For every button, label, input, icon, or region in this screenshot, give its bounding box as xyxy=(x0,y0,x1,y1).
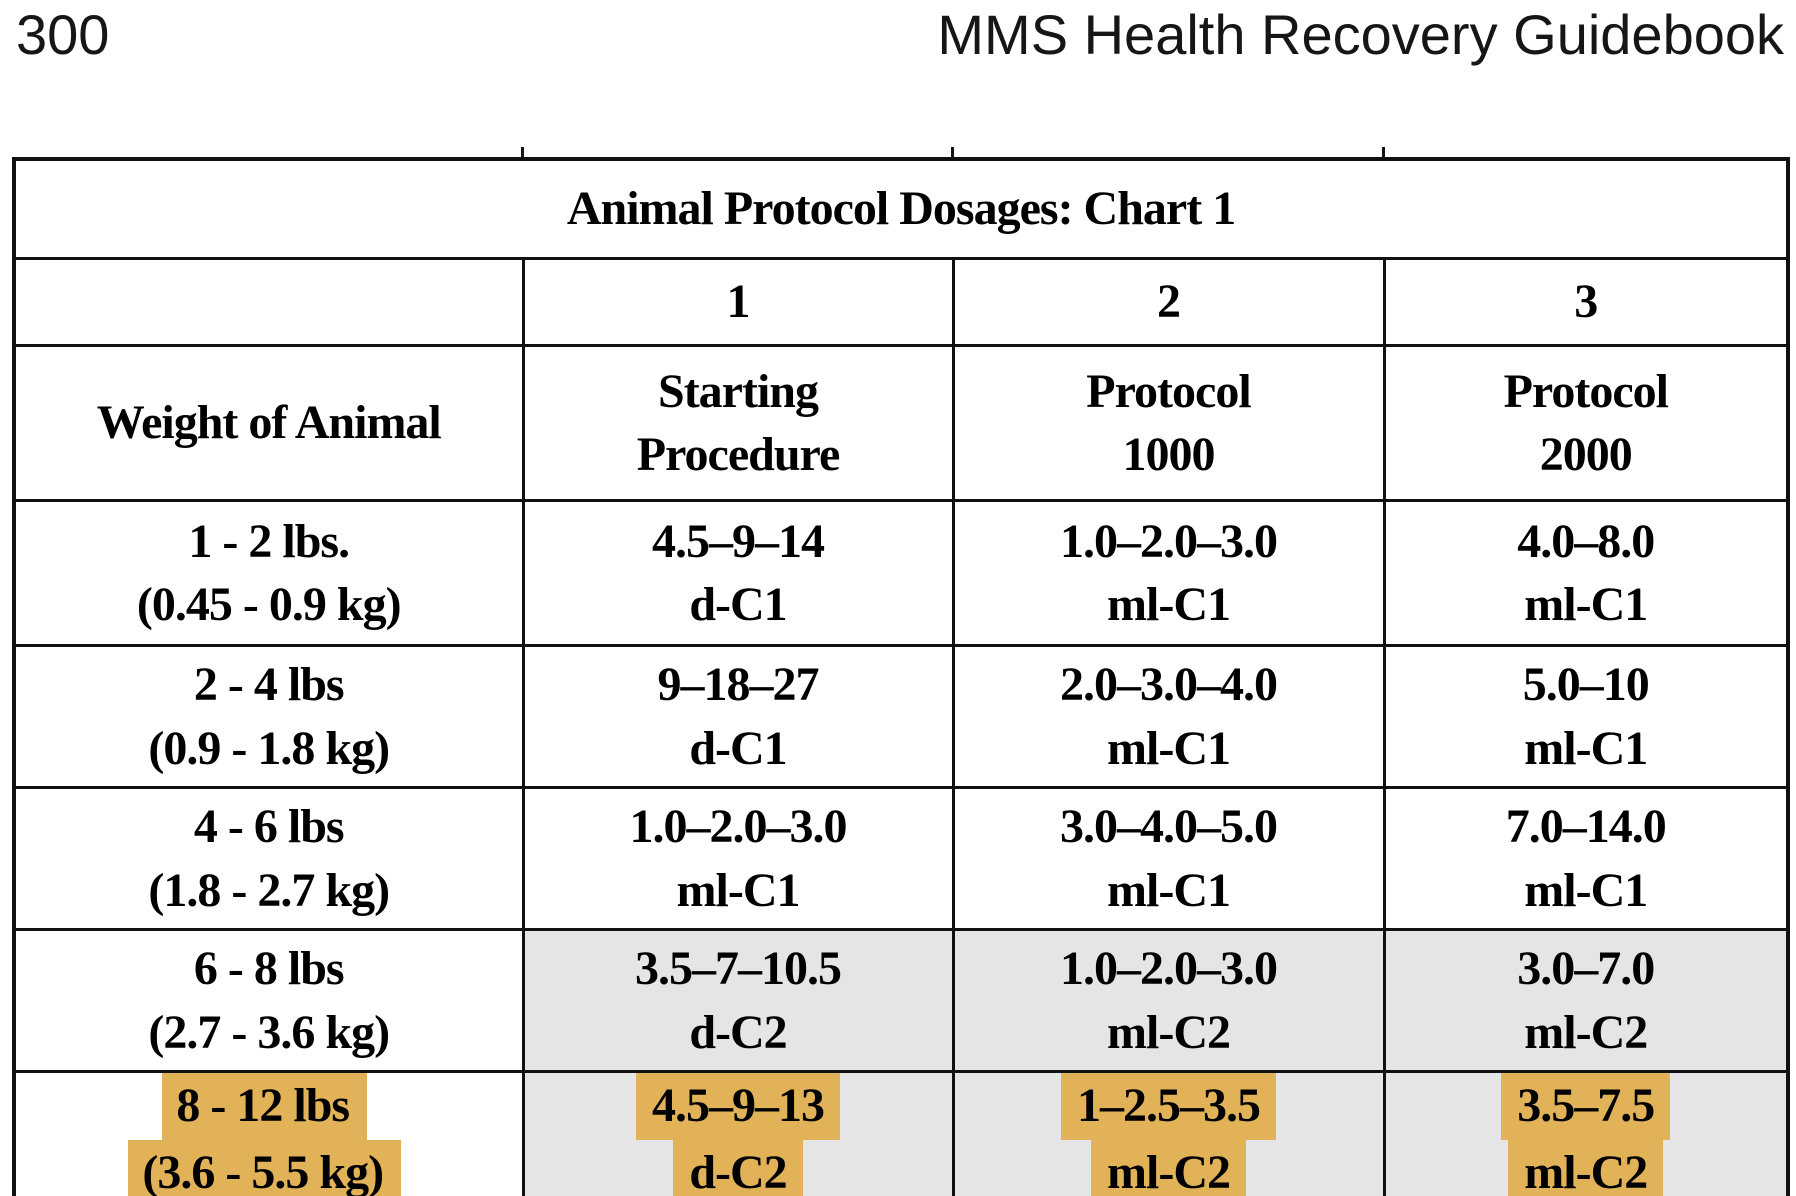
starting-procedure-cell: 4.5–9–14 d-C1 xyxy=(521,499,955,647)
starting-procedure-cell: 9–18–27 d-C1 xyxy=(521,644,955,789)
page-number: 300 xyxy=(16,3,110,66)
highlighted-text: ml-C2 xyxy=(1091,1140,1246,1196)
column-number-row: 1 2 3 xyxy=(12,257,1790,347)
column-number-3: 3 xyxy=(1382,257,1790,347)
weight-cell: 1 - 2 lbs. (0.45 - 0.9 kg) xyxy=(12,499,525,647)
header-protocol-2000: Protocol 2000 xyxy=(1382,344,1790,502)
protocol-1000-cell: 3.0–4.0–5.0 ml-C1 xyxy=(951,786,1386,931)
table-column-border-remnant xyxy=(1382,147,1385,158)
highlighted-text: 1–2.5–3.5 xyxy=(1061,1074,1276,1141)
highlighted-text: (3.6 - 5.5 kg) xyxy=(128,1140,402,1196)
highlighted-text: d-C2 xyxy=(673,1140,803,1196)
highlighted-text: ml-C2 xyxy=(1508,1140,1664,1196)
protocol-2000-cell: 7.0–14.0 ml-C1 xyxy=(1382,786,1790,931)
protocol-2000-cell: 5.0–10 ml-C1 xyxy=(1382,644,1790,789)
table-title-row: Animal Protocol Dosages: Chart 1 xyxy=(12,157,1790,260)
header-weight-of-animal: Weight of Animal xyxy=(12,344,525,502)
highlighted-text: 3.5–7.5 xyxy=(1501,1074,1671,1141)
table-row: 6 - 8 lbs (2.7 - 3.6 kg) 3.5–7–10.5 d-C2… xyxy=(12,928,1790,1073)
protocol-1000-cell: 1.0–2.0–3.0 ml-C2 xyxy=(951,928,1386,1073)
weight-cell: 8 - 12 lbs (3.6 - 5.5 kg) xyxy=(12,1069,525,1196)
starting-procedure-cell: 3.5–7–10.5 d-C2 xyxy=(521,928,955,1073)
protocol-2000-cell: 4.0–8.0 ml-C1 xyxy=(1382,499,1790,647)
starting-procedure-cell: 1.0–2.0–3.0 ml-C1 xyxy=(521,786,955,931)
corner-cell xyxy=(12,257,525,347)
column-number-2: 2 xyxy=(951,257,1386,347)
book-header-title: MMS Health Recovery Guidebook xyxy=(937,3,1784,66)
protocol-2000-cell: 3.0–7.0 ml-C2 xyxy=(1382,928,1790,1073)
table-column-border-remnant xyxy=(951,147,954,158)
protocol-1000-cell: 1–2.5–3.5 ml-C2 xyxy=(951,1069,1386,1196)
weight-cell: 4 - 6 lbs (1.8 - 2.7 kg) xyxy=(12,786,525,931)
column-number-1: 1 xyxy=(521,257,955,347)
animal-protocol-dosage-table: Animal Protocol Dosages: Chart 1 1 2 3 W… xyxy=(12,157,1791,1196)
table-row: 2 - 4 lbs (0.9 - 1.8 kg) 9–18–27 d-C1 2.… xyxy=(12,644,1790,789)
table-column-border-remnant xyxy=(521,147,524,158)
column-header-row: Weight of Animal Starting Procedure Prot… xyxy=(12,344,1790,502)
header-protocol-1000: Protocol 1000 xyxy=(951,344,1386,502)
table-row: 1 - 2 lbs. (0.45 - 0.9 kg) 4.5–9–14 d-C1… xyxy=(12,499,1790,647)
protocol-1000-cell: 1.0–2.0–3.0 ml-C1 xyxy=(951,499,1386,647)
table-title: Animal Protocol Dosages: Chart 1 xyxy=(12,157,1790,260)
weight-cell: 2 - 4 lbs (0.9 - 1.8 kg) xyxy=(12,644,525,789)
weight-cell: 6 - 8 lbs (2.7 - 3.6 kg) xyxy=(12,928,525,1073)
table-row: 4 - 6 lbs (1.8 - 2.7 kg) 1.0–2.0–3.0 ml-… xyxy=(12,786,1790,931)
starting-procedure-cell: 4.5–9–13 d-C2 xyxy=(521,1069,955,1196)
protocol-2000-cell: 3.5–7.5 ml-C2 xyxy=(1382,1069,1790,1196)
header-starting-procedure: Starting Procedure xyxy=(521,344,955,502)
highlighted-text: 4.5–9–13 xyxy=(636,1074,840,1141)
protocol-1000-cell: 2.0–3.0–4.0 ml-C1 xyxy=(951,644,1386,789)
highlighted-text: 8 - 12 lbs xyxy=(162,1074,368,1141)
table-row: 8 - 12 lbs (3.6 - 5.5 kg) 4.5–9–13 d-C2 … xyxy=(12,1069,1790,1196)
